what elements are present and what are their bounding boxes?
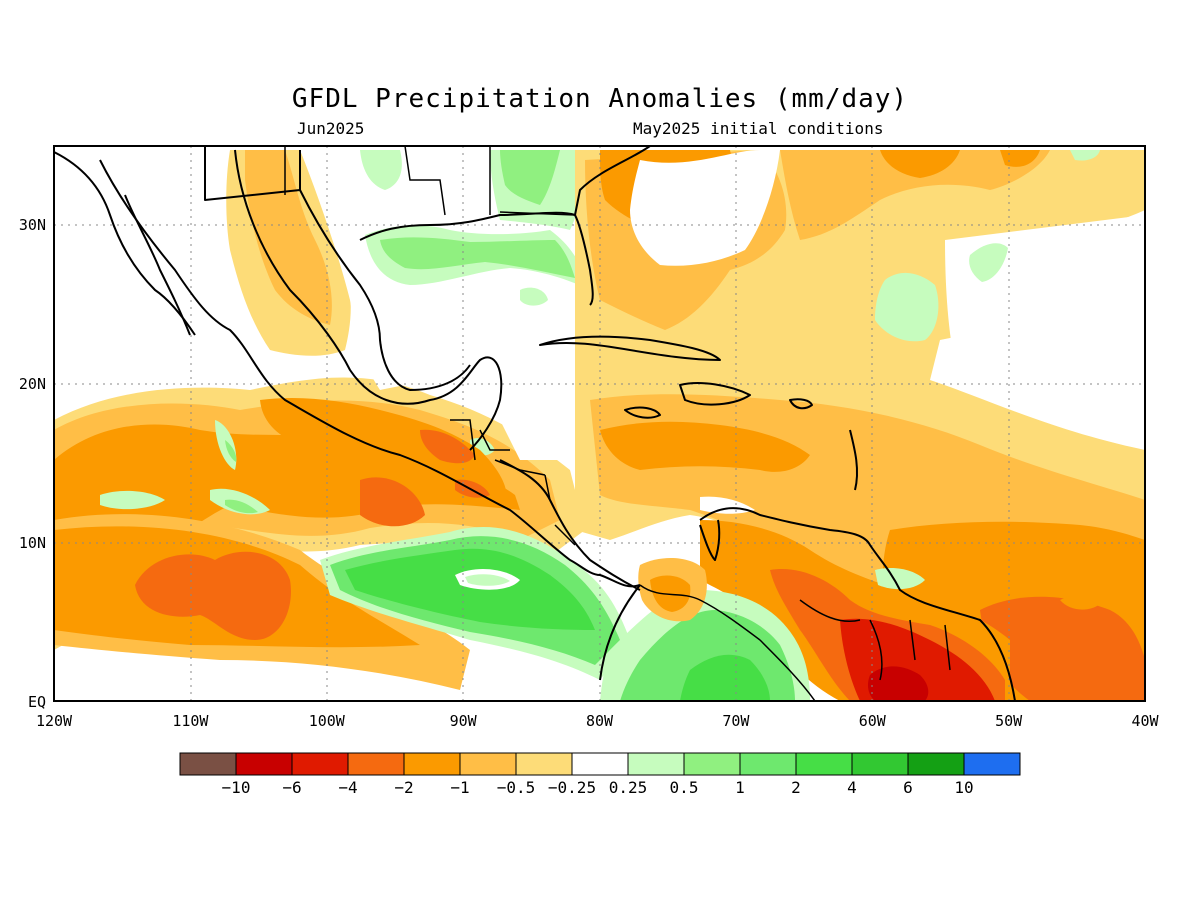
- legend-swatch: [179, 752, 237, 776]
- legend-swatch: [795, 752, 853, 776]
- sa-dry-core: [867, 666, 929, 701]
- latitude-labels: EQ 10N 20N 30N: [19, 216, 46, 711]
- legend-label: 6: [903, 778, 913, 797]
- pacific-south-core: [135, 551, 291, 640]
- legend-label: −0.25: [548, 778, 596, 797]
- lon-label: 40W: [1131, 712, 1159, 730]
- legend-label: 2: [791, 778, 801, 797]
- lon-label: 100W: [309, 712, 346, 730]
- color-legend: −10 −6 −4 −2 −1 −0.5 −0.25 0.25 0.5 1 2 4 6 10: [179, 752, 1021, 797]
- panama-wet-3: [345, 548, 595, 630]
- lat-label: EQ: [28, 693, 46, 711]
- pacific-dry-band-3: [54, 424, 520, 620]
- legend-label: −4: [338, 778, 357, 797]
- forecast-month: Jun2025: [297, 119, 365, 138]
- legend-swatch: [851, 752, 909, 776]
- pacific-dry-core: [360, 477, 425, 527]
- legend-label: 4: [847, 778, 857, 797]
- guiana-wet: [875, 568, 925, 590]
- legend-label: 0.5: [670, 778, 699, 797]
- map-frame: [53, 145, 1146, 702]
- longitude-labels: 120W 110W 100W 90W 80W 70W 60W 50W 40W: [36, 712, 1160, 730]
- legend-swatch: [963, 752, 1021, 776]
- legend-swatch: [515, 752, 573, 776]
- florida-wet: [520, 287, 548, 306]
- atlantic-east-spot: [1060, 595, 1100, 610]
- legend-swatch: [235, 752, 293, 776]
- lat-label: 30N: [19, 216, 46, 234]
- legend-swatch: [571, 752, 629, 776]
- gulf-coast-wet-2: [380, 237, 575, 278]
- atlantic-east-dry-2: [980, 596, 1145, 701]
- lon-label: 120W: [36, 712, 73, 730]
- initial-conditions: May2025 initial conditions: [633, 119, 884, 138]
- borders: [204, 146, 951, 701]
- legend-label: −0.5: [497, 778, 536, 797]
- lon-label: 110W: [172, 712, 209, 730]
- legend-label: −10: [222, 778, 251, 797]
- legend-label: −2: [394, 778, 413, 797]
- lon-label: 60W: [859, 712, 887, 730]
- legend-label: −6: [282, 778, 301, 797]
- lon-label: 80W: [586, 712, 614, 730]
- legend-swatch: [459, 752, 517, 776]
- lat-label: 10N: [19, 534, 46, 552]
- legend-label: 1: [735, 778, 745, 797]
- sa-wet-3: [680, 654, 770, 701]
- legend-label: 0.25: [609, 778, 648, 797]
- lat-label: 20N: [19, 375, 46, 393]
- legend-swatch: [683, 752, 741, 776]
- lon-label: 90W: [450, 712, 478, 730]
- gulf-white: [300, 150, 575, 460]
- legend-swatch: [347, 752, 405, 776]
- map-title: GFDL Precipitation Anomalies (mm/day): [291, 84, 909, 114]
- caribbean-white: [630, 150, 780, 514]
- legend-label: 10: [954, 778, 973, 797]
- legend-swatch: [291, 752, 349, 776]
- atlantic-dry-3: [780, 150, 1050, 240]
- legend-swatch: [907, 752, 965, 776]
- pacific-wet-spots-2: [225, 440, 258, 514]
- legend-swatch: [627, 752, 685, 776]
- anomaly-fill: [54, 150, 1145, 701]
- legend-swatch: [403, 752, 461, 776]
- legend-swatch: [739, 752, 797, 776]
- us-north-wet-2: [500, 150, 560, 205]
- panama-dry-pocket-2: [465, 574, 510, 586]
- lon-label: 70W: [722, 712, 750, 730]
- legend-label: −1: [450, 778, 469, 797]
- mexico-dry-4: [420, 429, 490, 498]
- lon-label: 50W: [995, 712, 1023, 730]
- atlantic-white-east-wet: [969, 243, 1008, 282]
